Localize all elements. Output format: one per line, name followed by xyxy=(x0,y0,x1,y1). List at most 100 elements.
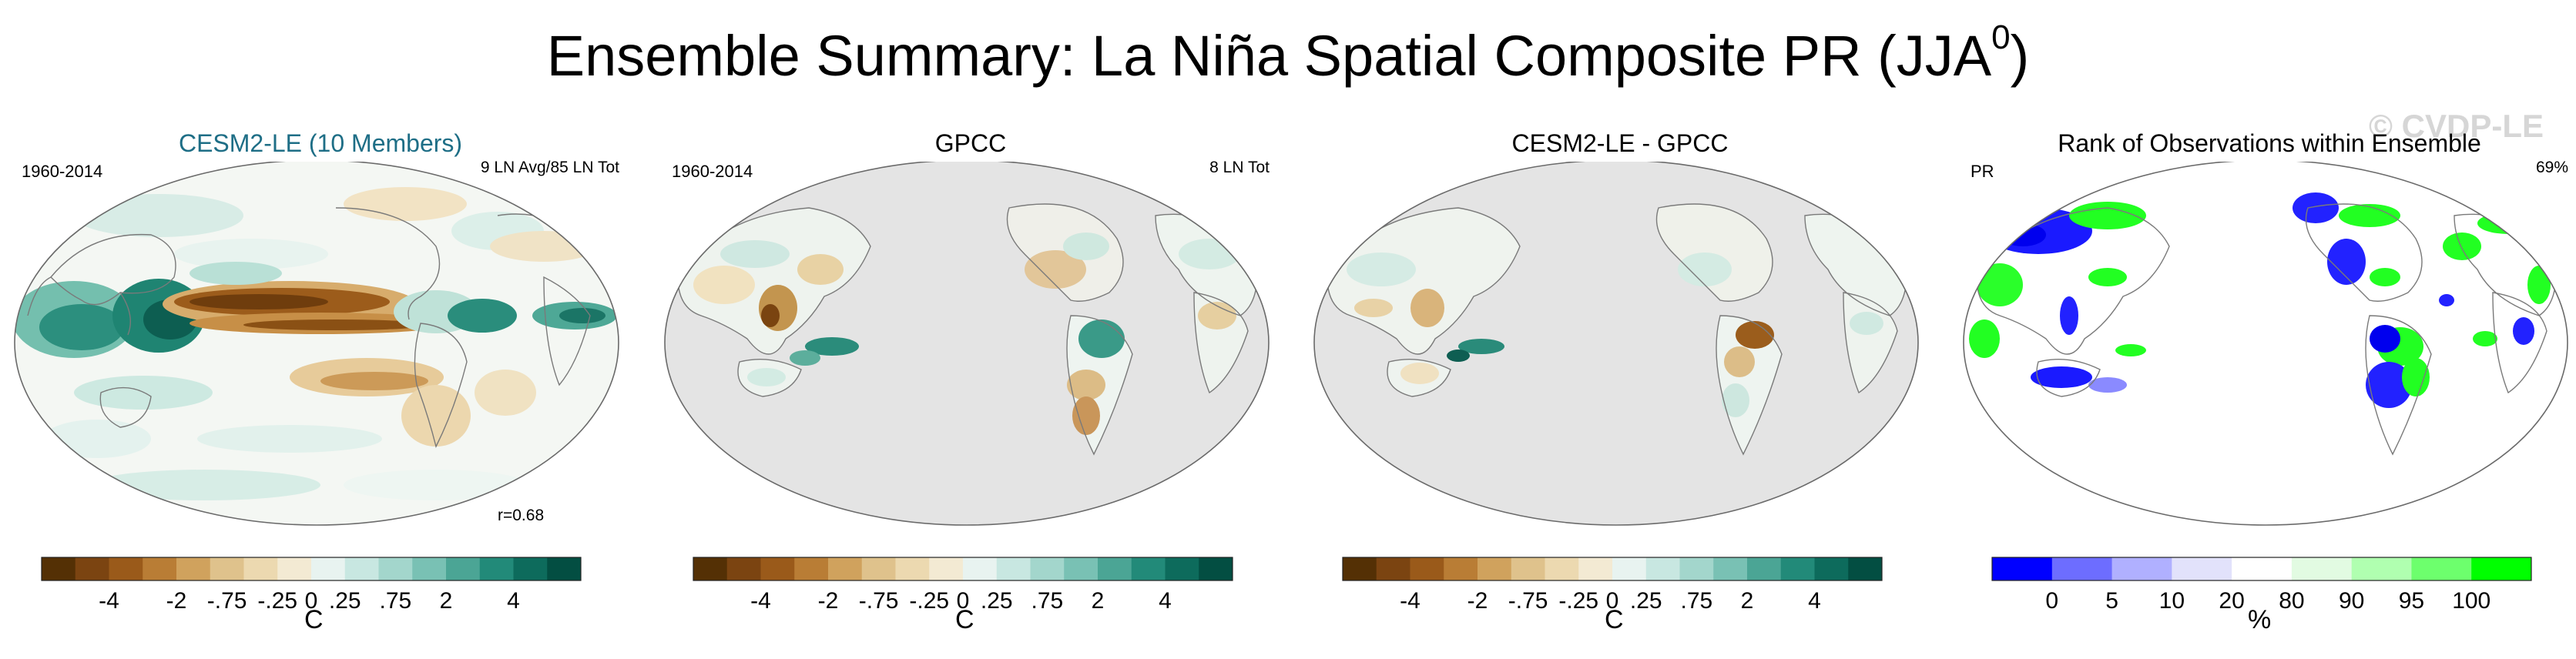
colorbar-tick-label: 2 xyxy=(440,588,453,614)
colorbar-tick-label: -.75 xyxy=(1508,588,1548,614)
colorbar-tick-label: -.25 xyxy=(257,588,297,614)
colorbar-tick-label: 4 xyxy=(1159,588,1172,614)
colorbar-tick-label: -2 xyxy=(1467,588,1488,614)
panel-rank: Rank of Observations within Ensemble PR … xyxy=(1954,123,2576,554)
colorbar-swatch xyxy=(1098,557,1132,580)
colorbar-tick-label: .75 xyxy=(1031,588,1064,614)
colorbar-swatch xyxy=(176,557,211,580)
panel-title: GPCC xyxy=(934,129,1007,157)
colorbar-swatch xyxy=(1679,557,1714,580)
colorbar-swatch xyxy=(547,557,582,580)
colorbar-swatch xyxy=(794,557,829,580)
colorbar-tick-label: -.25 xyxy=(1558,588,1598,614)
colorbar-swatch xyxy=(1444,557,1478,580)
count-label: 8 LN Tot xyxy=(1209,159,1270,176)
panel-cesm2: CESM2-LE (10 Members) 1960-2014 9 LN Avg… xyxy=(5,123,636,554)
colorbar-tick-label: -4 xyxy=(99,588,119,614)
colorbar-tick-label: 90 xyxy=(2339,588,2364,614)
colorbar-swatch xyxy=(1030,557,1065,580)
colorbar-swatch xyxy=(243,557,278,580)
map-difference xyxy=(1313,162,1919,526)
panel-gpcc: GPCC 1960-2014 8 LN Tot xyxy=(655,123,1286,554)
period-label: 1960-2014 xyxy=(22,162,103,181)
map-rank xyxy=(1963,162,2568,526)
colorbar-swatch xyxy=(1612,557,1647,580)
colorbar-swatch xyxy=(1545,557,1579,580)
colorbar-swatch xyxy=(828,557,863,580)
colorbar-swatch xyxy=(378,557,413,580)
colorbar-unit: C xyxy=(955,605,974,634)
period-label: 1960-2014 xyxy=(672,162,753,181)
colorbar-swatch xyxy=(1376,557,1410,580)
figure-title-superscript: 0 xyxy=(1991,18,2011,56)
colorbar-swatch xyxy=(693,557,728,580)
colorbar-swatch xyxy=(1165,557,1199,580)
panel-title: CESM2-LE - GPCC xyxy=(1511,129,1729,157)
colorbar-swatch xyxy=(277,557,312,580)
figure-title: Ensemble Summary: La Niña Spatial Compos… xyxy=(0,18,2576,89)
colorbar-tick-label: 95 xyxy=(2399,588,2424,614)
colorbar-swatch xyxy=(210,557,244,580)
map-cesm2 xyxy=(14,162,619,526)
colorbar-tick-label: 100 xyxy=(2452,588,2490,614)
colorbar-tick-label: .75 xyxy=(380,588,412,614)
colorbar-tick-label: 2 xyxy=(1741,588,1754,614)
panel-difference: CESM2-LE - GPCC xyxy=(1304,123,1936,554)
colorbar-swatch xyxy=(861,557,896,580)
colorbar-model: -4 -2 -.75 -.25 0 .25 .75 2 4 xyxy=(41,557,582,614)
colorbar-swatch xyxy=(1343,557,1377,580)
colorbar-swatch xyxy=(1478,557,1512,580)
colorbar-tick-label: -4 xyxy=(750,588,771,614)
colorbar-tick-label: 4 xyxy=(1808,588,1821,614)
colorbar-tick-label: 0 xyxy=(305,588,318,614)
colorbar-swatch xyxy=(2051,557,2113,580)
colorbar-tick-label: -2 xyxy=(818,588,839,614)
colorbar-frame xyxy=(693,557,1233,581)
colorbar-unit: % xyxy=(2248,605,2272,634)
colorbar-tick-label: -.75 xyxy=(207,588,247,614)
colorbar-swatch xyxy=(2111,557,2172,580)
colorbar-swatch xyxy=(2232,557,2293,580)
panel-title: CESM2-LE (10 Members) xyxy=(178,129,463,157)
colorbar-swatch xyxy=(2291,557,2353,580)
colorbar-swatch xyxy=(760,557,795,580)
watermark: © CVDP-LE xyxy=(2369,108,2544,144)
colorbar-swatch xyxy=(1713,557,1748,580)
colorbar-swatch xyxy=(1064,557,1098,580)
colorbar-swatch xyxy=(1578,557,1613,580)
colorbar-tick-label: -4 xyxy=(1400,588,1420,614)
colorbar-tick-label: 80 xyxy=(2279,588,2304,614)
colorbar-tick-label: 2 xyxy=(1092,588,1105,614)
figure-title-close: ) xyxy=(2010,24,2030,88)
colorbar-rank: 0 5 10 20 80 90 95 100 xyxy=(1991,557,2532,614)
count-label: 9 LN Avg/85 LN Tot xyxy=(480,159,619,176)
colorbar-swatch xyxy=(996,557,1031,580)
colorbar-swatch xyxy=(963,557,998,580)
colorbar-swatch xyxy=(143,557,177,580)
colorbar-tick-label: 5 xyxy=(2105,588,2118,614)
colorbar-unit: C xyxy=(304,605,324,634)
colorbar-frame xyxy=(1342,557,1883,581)
colorbar-swatch xyxy=(1131,557,1166,580)
colorbar-swatch xyxy=(895,557,930,580)
colorbar-swatch xyxy=(2471,557,2532,580)
figure-title-text: Ensemble Summary: La Niña Spatial Compos… xyxy=(546,24,1992,88)
colorbar-difference: -4 -2 -.75 -.25 0 .25 .75 2 4 xyxy=(1342,557,1883,614)
colorbar-tick-label: .25 xyxy=(329,588,361,614)
colorbar-tick-label: 10 xyxy=(2159,588,2185,614)
panel-title: Rank of Observations within Ensemble xyxy=(2058,129,2481,157)
colorbar-swatch xyxy=(344,557,379,580)
colorbar-swatch xyxy=(109,557,143,580)
colorbar-swatch xyxy=(513,557,548,580)
colorbar-swatch xyxy=(1511,557,1545,580)
colorbar-swatch xyxy=(1645,557,1680,580)
colorbar-swatch xyxy=(2351,557,2412,580)
colorbar-frame xyxy=(1991,557,2532,581)
colorbar-swatch xyxy=(2411,557,2472,580)
colorbar-frame xyxy=(41,557,582,581)
variable-label: PR xyxy=(1971,162,1994,181)
colorbar-tick-label: 0 xyxy=(957,588,970,614)
colorbar-tick-label: .25 xyxy=(1630,588,1662,614)
colorbar-tick-label: -.25 xyxy=(909,588,949,614)
colorbar-swatch xyxy=(726,557,761,580)
